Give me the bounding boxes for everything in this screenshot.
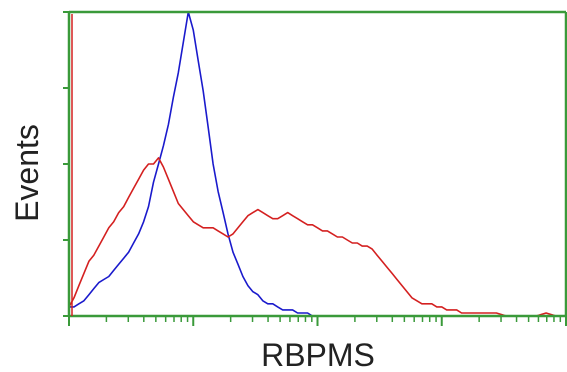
plot-background (69, 10, 567, 316)
series-line-2 (68, 157, 566, 317)
plot-area (69, 10, 567, 316)
y-axis-label: Events (9, 124, 45, 222)
x-axis-label: RBPMS (261, 337, 375, 372)
tick-layer (63, 11, 567, 326)
